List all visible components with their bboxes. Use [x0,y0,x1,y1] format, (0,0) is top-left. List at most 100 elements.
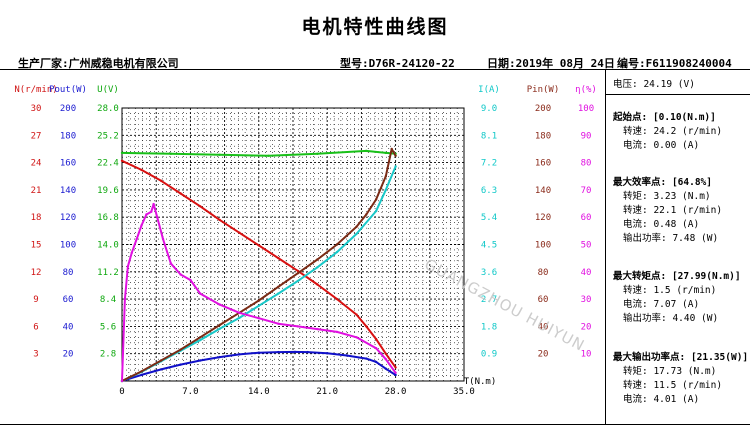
series-point-eff [355,336,358,339]
series-point-I [394,165,397,168]
series-line-eff [121,203,397,382]
y-tick-label-Pout: 20 [63,350,74,360]
serial-label: 编号:F611908240004 [617,57,732,70]
y-tick-label-N: 18 [31,213,42,223]
y-axis-label-N: N(r/min) [14,85,57,95]
y-tick-label-N: 9 [33,295,38,305]
y-tick-label-I: 7.2 [481,159,497,169]
series-point-I [384,188,387,192]
series-point-eff [199,292,202,295]
y-tick-label-eff: 90 [581,131,592,141]
max-efficiency-torque: 转矩: 3.23 (N.m) [623,191,711,202]
series-point-Pout [306,350,309,354]
series-point-N [159,179,163,182]
x-tick-label: 7.0 [182,387,198,397]
series-point-Pout [159,368,163,371]
header-divider [0,69,750,70]
series-point-U [365,149,368,153]
series-point-U [267,154,270,157]
max-torque-current: 电流: 7.07 (A) [623,299,700,310]
y-tick-label-I: 3.6 [481,268,497,278]
series-point-eff [277,322,280,325]
x-tick-label: 0 [119,387,124,397]
series-point-N [374,337,378,341]
series-point-N [335,297,339,301]
y-tick-label-Pin: 60 [538,295,549,305]
series-point-Pout [218,355,221,359]
max-torque-block: 最大转矩点: [27.99(N.m)] 转速: 1.5 (r/min) 电流: … [613,270,741,326]
start-point-block: 起始点: [0.10(N.m)] 转速: 24.2 (r/min) 电流: 0.… [613,111,722,153]
series-point-Pin [140,370,143,373]
y-tick-label-I: 1.8 [481,322,497,332]
series-point-Pout [179,363,182,366]
y-tick-label-Pout: 100 [60,241,76,251]
max-efficiency-title: 最大效率点: [64.8%] [613,177,712,188]
max-power-torque: 转矩: 17.73 (N.m) [623,366,717,377]
max-power-block: 最大输出功率点: [21.35(W)] 转矩: 17.73 (N.m) 转速: … [613,351,748,407]
start-point-speed: 转速: 24.2 (r/min) [623,126,723,137]
voltage-divider [605,94,750,95]
max-efficiency-power: 输出功率: 7.48 (W) [623,233,719,244]
series-point-Pout [238,353,241,356]
y-tick-label-I: 2.7 [481,295,497,305]
series-point-I [218,327,221,330]
y-tick-label-U: 11.2 [97,268,119,278]
y-tick-label-I: 4.5 [481,241,497,251]
series-point-Pin [384,175,387,178]
max-efficiency-block: 最大效率点: [64.8%] 转矩: 3.23 (N.m) 转速: 22.1 (… [613,176,722,246]
y-tick-label-U: 2.8 [100,350,116,360]
series-point-Pout [293,350,297,354]
y-tick-label-U: 5.6 [100,322,116,332]
series-point-eff [140,224,143,227]
y-tick-label-N: 30 [31,104,42,114]
y-tick-label-Pout: 40 [63,322,74,332]
y-tick-label-Pout: 180 [60,131,76,141]
y-tick-label-Pin: 40 [538,322,549,332]
y-tick-label-U: 22.4 [97,159,119,169]
series-point-eff [156,216,159,219]
footer-divider [0,424,750,425]
series-point-I [238,316,241,320]
y-tick-label-eff: 60 [581,213,592,223]
max-torque-title: 最大转矩点: [27.99(N.m)] [613,271,741,282]
series-point-eff [218,303,221,306]
series-point-N [199,205,202,208]
y-tick-label-Pout: 60 [63,295,74,305]
y-tick-label-U: 8.4 [100,295,116,305]
series-point-Pin [394,154,397,157]
max-power-title: 最大输出功率点: [21.35(W)] [613,352,749,363]
x-tick-label: 35.0 [453,387,475,397]
series-point-N [296,269,300,273]
series-point-eff [152,202,155,206]
start-point-current: 电流: 0.00 (A) [623,140,700,151]
y-tick-label-I: 8.1 [481,131,497,141]
series-point-Pin [374,198,378,201]
y-tick-label-I: 5.4 [481,213,497,223]
series-point-N [218,218,221,222]
series-point-Pout [326,352,329,355]
series-point-eff [335,330,339,334]
series-point-eff [135,237,138,241]
y-tick-label-Pin: 140 [535,186,551,196]
y-tick-label-Pin: 100 [535,241,551,251]
series-point-N [394,366,397,369]
series-point-Pout [199,359,202,362]
series-point-Pin [218,323,221,327]
y-tick-label-eff: 50 [581,241,592,251]
series-point-eff [296,325,300,328]
series-point-eff [384,358,387,361]
y-tick-label-I: 9.0 [481,104,497,114]
series-point-N [365,325,368,328]
series-point-eff [123,297,127,301]
page-title: 电机特性曲线图 [301,16,449,38]
series-point-eff [238,311,241,314]
series-line-Pin [121,148,397,382]
y-tick-label-Pin: 20 [538,350,549,360]
series-point-Pout [257,351,260,354]
series-point-Pin [159,359,163,362]
series-point-eff [374,347,378,350]
series-point-eff [161,237,165,241]
series-point-U [120,151,124,155]
y-tick-label-Pout: 200 [60,104,76,114]
